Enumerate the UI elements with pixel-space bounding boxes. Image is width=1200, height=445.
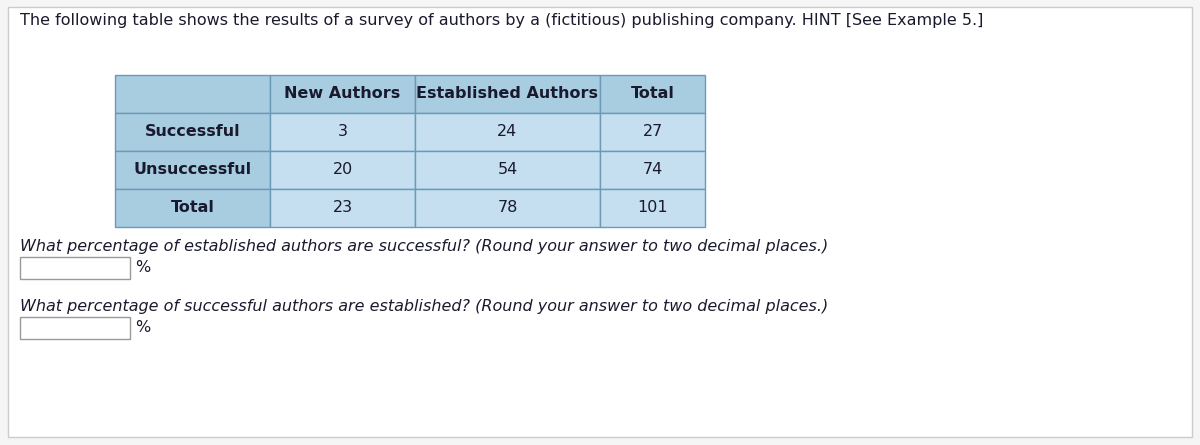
Text: Successful: Successful: [145, 125, 240, 139]
Text: What percentage of successful authors are established? (Round your answer to two: What percentage of successful authors ar…: [20, 299, 828, 314]
FancyBboxPatch shape: [415, 151, 600, 189]
Text: %: %: [134, 320, 150, 336]
FancyBboxPatch shape: [600, 189, 706, 227]
Text: Unsuccessful: Unsuccessful: [133, 162, 252, 178]
FancyBboxPatch shape: [415, 189, 600, 227]
Text: 101: 101: [637, 201, 668, 215]
FancyBboxPatch shape: [115, 75, 270, 113]
FancyBboxPatch shape: [600, 75, 706, 113]
FancyBboxPatch shape: [20, 317, 130, 339]
Text: Total: Total: [170, 201, 215, 215]
FancyBboxPatch shape: [415, 113, 600, 151]
FancyBboxPatch shape: [600, 151, 706, 189]
FancyBboxPatch shape: [8, 7, 1192, 437]
FancyBboxPatch shape: [600, 113, 706, 151]
Text: 20: 20: [332, 162, 353, 178]
Text: 54: 54: [497, 162, 517, 178]
Text: Total: Total: [630, 86, 674, 101]
Text: 3: 3: [337, 125, 348, 139]
FancyBboxPatch shape: [270, 75, 415, 113]
Text: 23: 23: [332, 201, 353, 215]
FancyBboxPatch shape: [115, 113, 270, 151]
FancyBboxPatch shape: [115, 189, 270, 227]
Text: 74: 74: [642, 162, 662, 178]
Text: 78: 78: [497, 201, 517, 215]
FancyBboxPatch shape: [270, 151, 415, 189]
Text: New Authors: New Authors: [284, 86, 401, 101]
Text: The following table shows the results of a survey of authors by a (fictitious) p: The following table shows the results of…: [20, 13, 983, 28]
Text: 27: 27: [642, 125, 662, 139]
FancyBboxPatch shape: [270, 113, 415, 151]
Text: Established Authors: Established Authors: [416, 86, 599, 101]
FancyBboxPatch shape: [270, 189, 415, 227]
Text: What percentage of established authors are successful? (Round your answer to two: What percentage of established authors a…: [20, 239, 828, 254]
Text: %: %: [134, 260, 150, 275]
FancyBboxPatch shape: [415, 75, 600, 113]
Text: 24: 24: [497, 125, 517, 139]
FancyBboxPatch shape: [115, 151, 270, 189]
FancyBboxPatch shape: [20, 257, 130, 279]
